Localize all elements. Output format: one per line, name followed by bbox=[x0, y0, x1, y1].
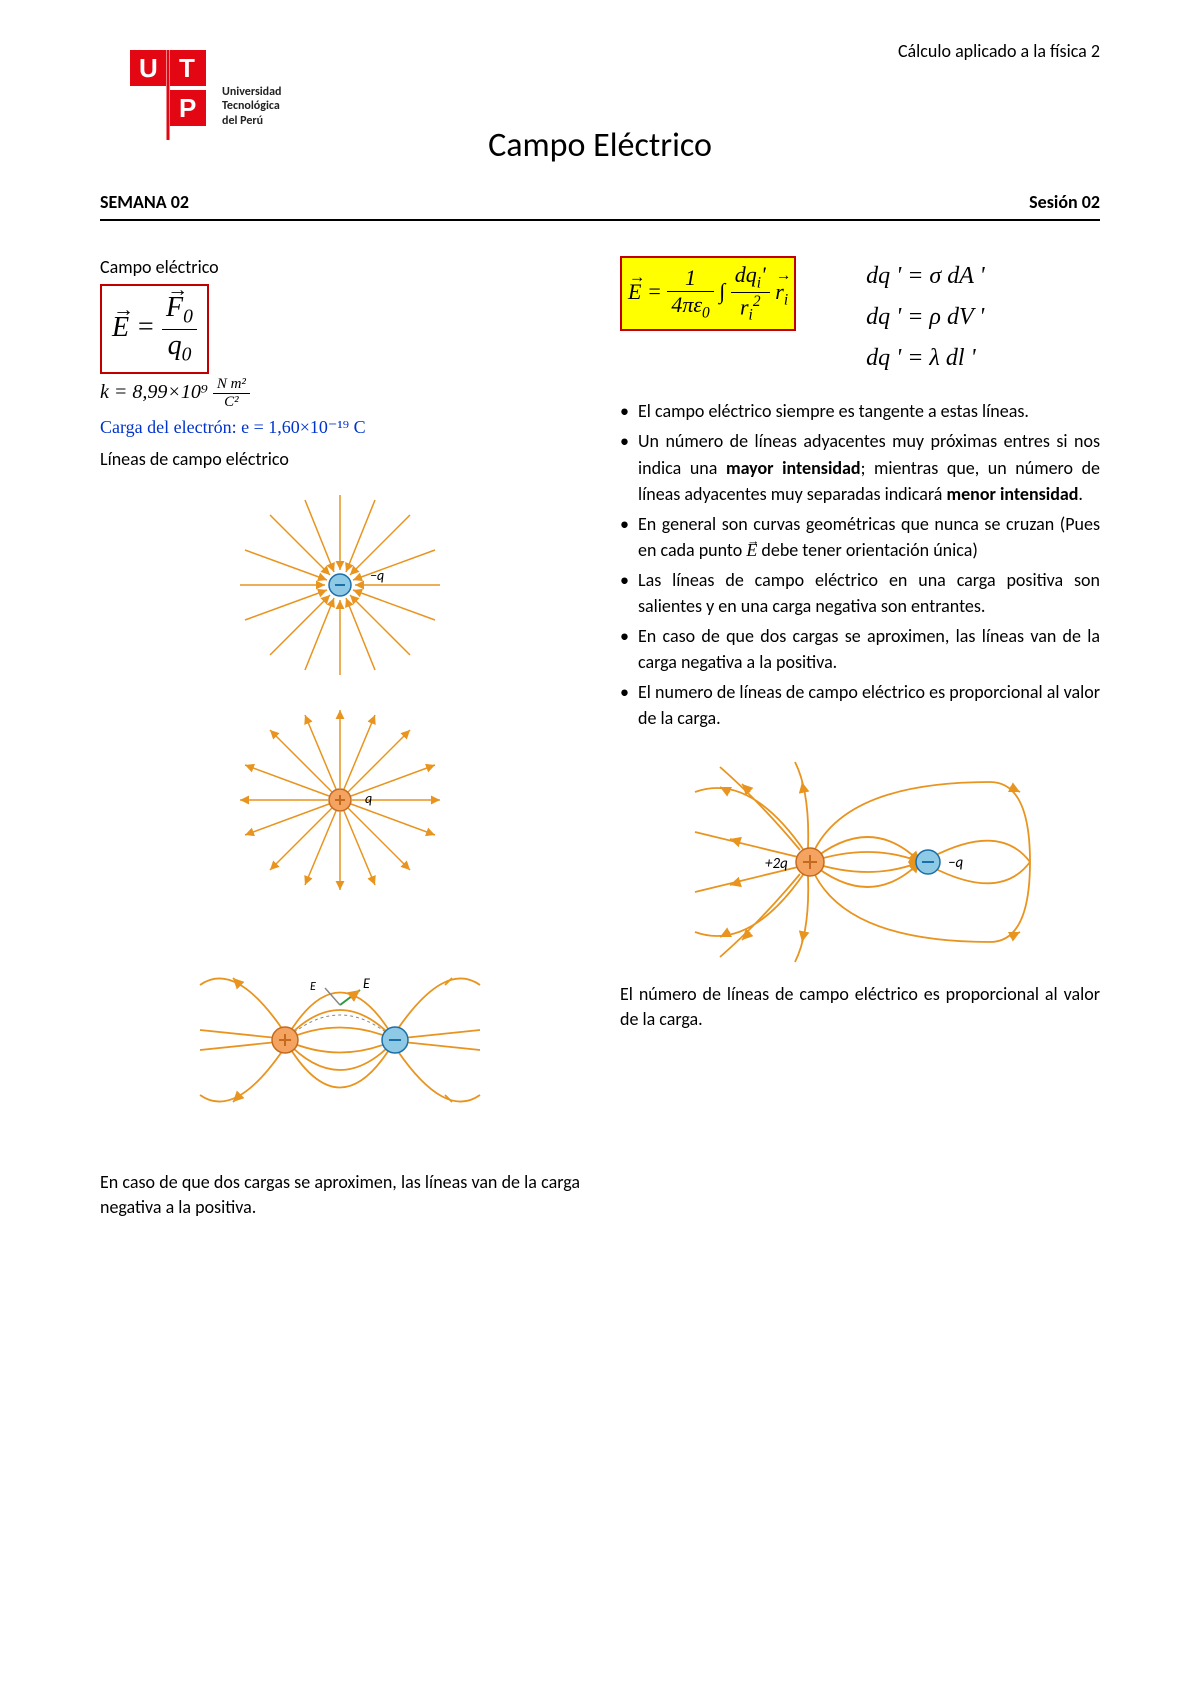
bullet-5: En caso de que dos cargas se aproximen, … bbox=[620, 623, 1100, 675]
svg-text:−q: −q bbox=[948, 854, 963, 872]
week-label: SEMANA 02 bbox=[100, 191, 189, 213]
unequal-caption: El número de líneas de campo eléctrico e… bbox=[620, 982, 1100, 1032]
k-constant: k = 8,99×10⁹ N m²C² bbox=[100, 376, 580, 411]
bullet-3: En general son curvas geométricas que nu… bbox=[620, 511, 1100, 563]
formula-E-F-q: E = F0 q0 bbox=[100, 284, 209, 374]
campo-electrico-label: Campo eléctrico bbox=[100, 256, 580, 278]
svg-text:+2q: +2q bbox=[765, 855, 788, 873]
right-column: E = 14πε0 ∫ dqi'ri2 →ri dq ' = σ dA ' dq… bbox=[620, 256, 1100, 1221]
dq-equations: dq ' = σ dA ' dq ' = ρ dV ' dq ' = λ dl … bbox=[866, 256, 985, 378]
svg-text:P: P bbox=[179, 93, 196, 123]
positive-charge-diagram: q bbox=[210, 700, 470, 900]
logo-text-3: del Perú bbox=[222, 114, 281, 128]
bullet-4: Las líneas de campo eléctrico en una car… bbox=[620, 567, 1100, 619]
dipole-diagram: E E bbox=[185, 920, 495, 1160]
svg-text:U: U bbox=[139, 53, 158, 83]
electron-charge: Carga del electrón: e = 1,60×10⁻¹⁹ C bbox=[100, 417, 580, 438]
negative-charge-diagram: −q bbox=[210, 485, 470, 685]
left-column: Campo eléctrico E = F0 q0 k = 8,99×10⁹ N… bbox=[100, 256, 580, 1221]
logo-text-2: Tecnológica bbox=[222, 99, 281, 113]
logo-text-1: Universidad bbox=[222, 85, 281, 99]
bullet-6: El numero de líneas de campo eléctrico e… bbox=[620, 679, 1100, 731]
course-name: Cálculo aplicado a la física 2 bbox=[898, 40, 1100, 62]
integral-formula: E = 14πε0 ∫ dqi'ri2 →ri bbox=[620, 256, 796, 331]
svg-text:q: q bbox=[365, 790, 372, 807]
svg-text:E: E bbox=[310, 980, 316, 994]
field-lines-label: Líneas de campo eléctrico bbox=[100, 448, 580, 470]
svg-text:T: T bbox=[179, 53, 195, 83]
properties-list: El campo eléctrico siempre es tangente a… bbox=[620, 398, 1100, 731]
svg-text:−q: −q bbox=[370, 567, 384, 584]
unequal-charges-diagram: +2q −q bbox=[680, 752, 1040, 972]
bullet-1: El campo eléctrico siempre es tangente a… bbox=[620, 398, 1100, 424]
svg-text:E: E bbox=[363, 975, 370, 992]
dipole-caption: En caso de que dos cargas se aproximen, … bbox=[100, 1170, 580, 1220]
bullet-2: Un número de líneas adyacentes muy próxi… bbox=[620, 428, 1100, 506]
session-label: Sesión 02 bbox=[1029, 191, 1100, 213]
session-bar: SEMANA 02 Sesión 02 bbox=[100, 191, 1100, 221]
utp-logo: U T P Universidad Tecnológica del Perú bbox=[130, 50, 281, 140]
